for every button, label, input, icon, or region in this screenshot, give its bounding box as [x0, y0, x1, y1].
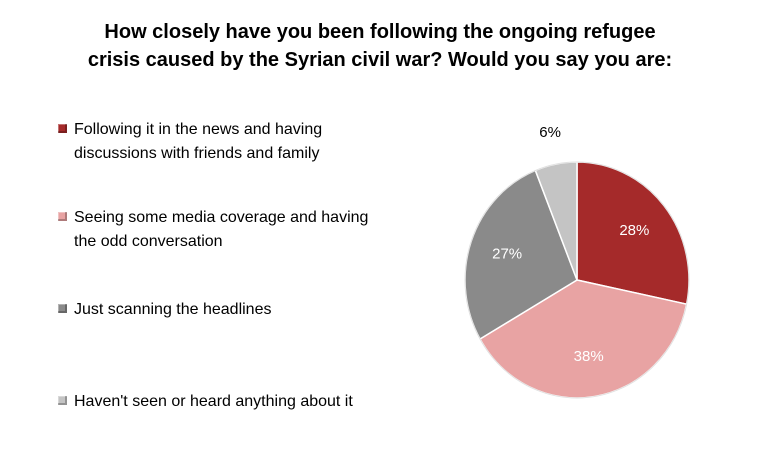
legend-item-havent-seen: Haven't seen or heard anything about it	[58, 390, 418, 414]
legend-swatch-scanning-headlines	[58, 304, 67, 313]
legend-label-following-news-line-1: Following it in the news and having	[74, 121, 323, 138]
pie-slice-scanning-headlines	[464, 169, 578, 341]
pie-outline	[464, 161, 690, 399]
legend-swatch-following-news	[58, 124, 67, 133]
legend-label-scanning-headlines: Just scanning the headlines	[74, 301, 272, 318]
chart-title-line-2: crisis caused by the Syrian civil war? W…	[87, 49, 673, 71]
pie-value-labels: 28% 38% 27% 6%	[492, 124, 649, 365]
chart-title-line-1: How closely have you been following the …	[104, 21, 656, 43]
legend-label-some-media-coverage-line-1: Seeing some media coverage and having	[74, 209, 369, 226]
pie-value-label-scanning-headlines: 27%	[492, 245, 522, 262]
legend-item-following-news: Following it in the news and having disc…	[58, 118, 418, 166]
pie-slice-following-news	[576, 161, 690, 306]
legend-swatch-havent-seen	[58, 396, 67, 405]
pie-value-label-havent-seen: 6%	[539, 124, 561, 141]
pie-slices	[464, 161, 690, 399]
pie-slice-some-media-coverage	[479, 279, 688, 399]
legend-item-scanning-headlines: Just scanning the headlines	[58, 298, 418, 322]
legend-label-havent-seen: Haven't seen or heard anything about it	[74, 393, 353, 410]
legend-label-following-news-line-2: discussions with friends and family	[74, 145, 320, 162]
pie-value-label-following-news: 28%	[619, 222, 649, 239]
chart-title: How closely have you been following the …	[60, 18, 700, 74]
pie-slice-havent-seen	[534, 161, 578, 281]
pie-value-label-some-media-coverage: 38%	[574, 348, 604, 365]
legend-item-some-media-coverage: Seeing some media coverage and having th…	[58, 206, 418, 254]
legend-label-some-media-coverage-line-2: the odd conversation	[74, 233, 223, 250]
legend-swatch-some-media-coverage	[58, 212, 67, 221]
